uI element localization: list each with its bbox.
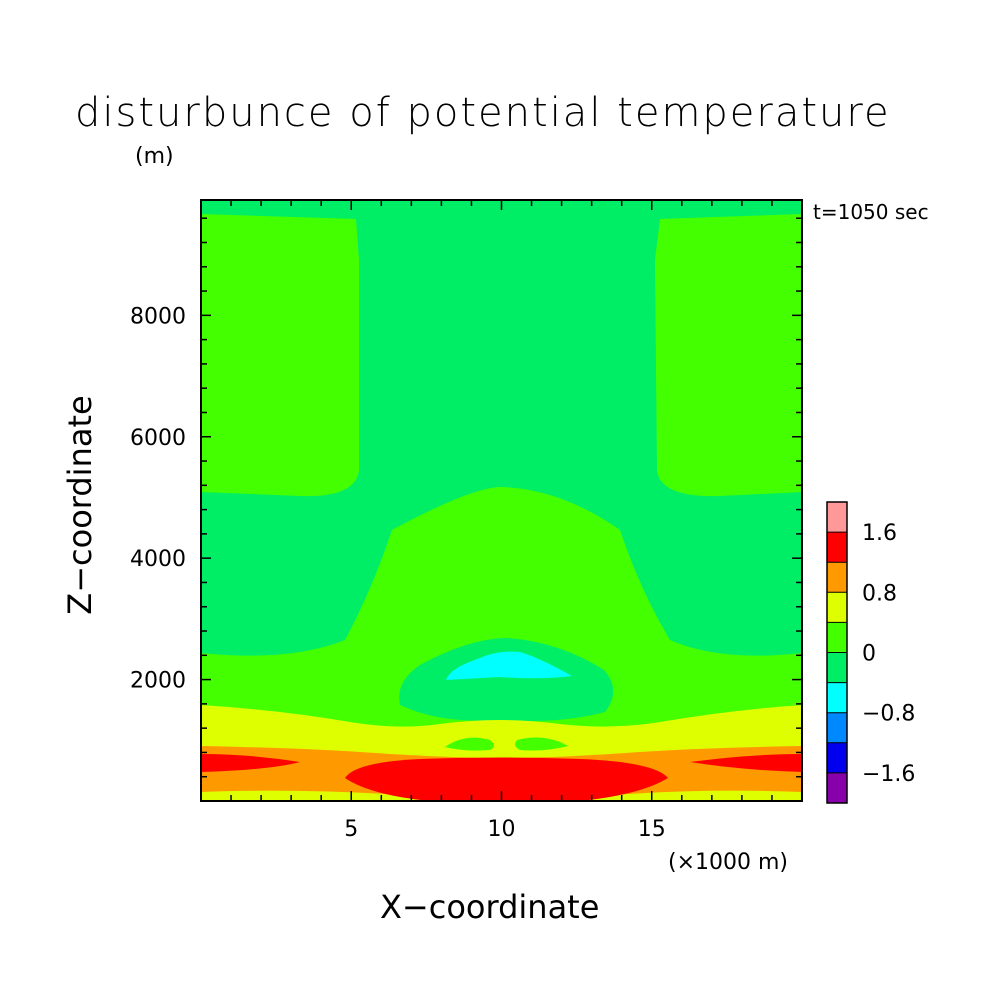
colorbar-swatch [827, 562, 847, 593]
field-upper-left-lobe [201, 214, 359, 497]
colorbar-swatch [827, 742, 847, 773]
colorbar-swatch [827, 652, 847, 683]
time-annotation: t=1050 sec [813, 200, 929, 224]
field-green-blob-left [445, 737, 494, 751]
y-tick-label: 6000 [130, 426, 186, 451]
colorbar-tick-label: 0.8 [862, 581, 897, 606]
y-tick-label: 2000 [130, 669, 186, 694]
colorbar-swatch [827, 712, 847, 743]
colorbar-swatch [827, 622, 847, 653]
colorbar-swatch [827, 772, 847, 803]
plot-axes: 5 10 15 2000 4000 6000 8000 [130, 199, 803, 842]
colorbar: −1.6 −0.8 0 0.8 1.6 [826, 501, 915, 804]
colorbar-tick-label: 0 [862, 642, 876, 667]
y-tick-label: 8000 [130, 304, 186, 329]
chart-title: disturbunce of potential temperature [75, 90, 891, 136]
field-hot-core-left [201, 754, 300, 772]
colorbar-swatch [827, 592, 847, 623]
y-unit-label: (m) [135, 144, 174, 169]
colorbar-swatch [827, 532, 847, 563]
field-upper-right-lobe [655, 214, 802, 497]
field-cold-core [446, 651, 572, 680]
contour-field [201, 200, 802, 801]
field-green-blob-right [515, 737, 568, 751]
field-hot-core-right [690, 754, 802, 772]
x-tick-label: 5 [344, 817, 358, 842]
x-tick-label: 10 [488, 817, 516, 842]
colorbar-tick-label: −1.6 [862, 762, 915, 787]
colorbar-swatch [827, 682, 847, 713]
x-axis-label: X−coordinate [380, 888, 600, 926]
x-tick-label: 15 [638, 817, 666, 842]
x-unit-label: (×1000 m) [668, 850, 789, 875]
colorbar-swatch [827, 502, 847, 533]
colorbar-tick-label: 1.6 [862, 521, 897, 546]
colorbar-tick-label: −0.8 [862, 702, 915, 727]
y-tick-label: 4000 [130, 547, 186, 572]
field-hot-core-center [345, 757, 668, 801]
field-mid-negative-dome [399, 638, 614, 721]
